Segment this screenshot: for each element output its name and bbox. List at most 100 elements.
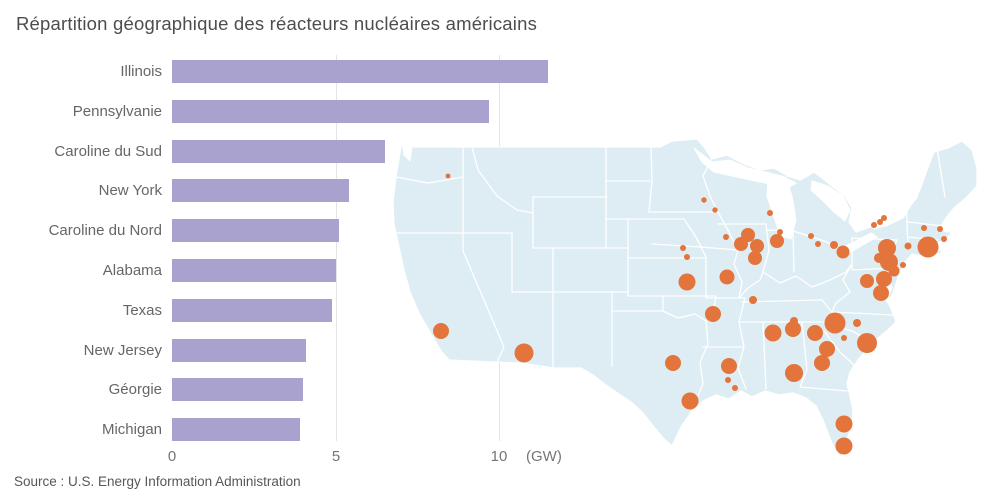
lake-superior <box>693 147 798 189</box>
state-border <box>762 321 767 390</box>
reactor-dot <box>877 219 883 225</box>
bar-texas <box>172 299 333 322</box>
chart-title: Répartition géographique des réacteurs n… <box>16 13 538 34</box>
state-border <box>697 320 709 397</box>
state-border <box>762 223 770 273</box>
lake-michigan <box>766 176 797 240</box>
state-border <box>471 146 534 214</box>
state-border <box>683 218 707 258</box>
reactor-dot <box>681 392 699 410</box>
reactor-dot <box>857 333 877 353</box>
reactor-dot <box>750 239 764 253</box>
bar-alabama <box>172 259 336 282</box>
reactor-dot <box>665 355 681 371</box>
reactor-dot <box>721 358 737 374</box>
reactor-dot <box>807 325 823 341</box>
reactor-dot <box>723 234 729 240</box>
state-border <box>792 230 795 273</box>
reactor-dot <box>874 253 884 263</box>
reactor-dot <box>684 254 690 260</box>
bar-michigan <box>172 418 300 441</box>
state-border <box>711 295 717 322</box>
reactor-dot <box>860 274 874 288</box>
state-border <box>831 311 894 316</box>
state-border <box>792 230 840 250</box>
state-border <box>702 157 719 213</box>
us-landmass <box>392 138 978 458</box>
bar-label-texas: Texas <box>122 302 162 319</box>
state-border <box>738 297 746 348</box>
tick-label-5: 5 <box>331 448 341 465</box>
reactor-dot <box>876 271 892 287</box>
reactor-dot <box>749 296 757 304</box>
bar-label-alabama: Alabama <box>102 262 162 279</box>
state-border <box>905 195 909 250</box>
reactor-dot <box>917 236 939 258</box>
state-borders <box>392 146 946 397</box>
reactor-dots <box>433 173 947 455</box>
state-border <box>891 239 899 269</box>
reactor-dot <box>514 343 534 363</box>
reactor-dot <box>705 306 721 322</box>
state-border <box>831 263 853 313</box>
state-border <box>907 236 939 241</box>
reactor-dot <box>880 253 898 271</box>
lake-huron <box>810 180 851 222</box>
reactor-dot <box>734 237 748 251</box>
reactor-dot <box>785 321 801 337</box>
reactor-dot <box>815 241 821 247</box>
axis-unit-label: (GW) <box>526 448 562 465</box>
reactor-dot <box>814 355 830 371</box>
reactor-dot <box>767 210 773 216</box>
reactor-dot <box>680 245 686 251</box>
reactor-dot <box>873 285 889 301</box>
puget-sound <box>402 146 413 163</box>
reactor-dot <box>445 173 451 179</box>
state-border <box>733 249 743 299</box>
bar-label-caroline-du-nord: Caroline du Nord <box>48 222 162 239</box>
reactor-dot <box>678 273 696 291</box>
reactor-dot <box>725 377 731 383</box>
bar-new-york <box>172 179 349 202</box>
state-border <box>741 299 823 303</box>
reactor-dot <box>701 197 707 203</box>
reactor-dot <box>790 317 798 325</box>
state-border <box>611 295 664 312</box>
state-border <box>762 263 853 288</box>
lake-erie <box>838 232 878 256</box>
reactor-dot <box>808 233 814 239</box>
reactor-dot <box>871 222 877 228</box>
bar-label-caroline-du-sud: Caroline du Sud <box>54 143 162 160</box>
reactor-dot <box>748 251 762 265</box>
state-border <box>916 151 920 199</box>
state-border <box>907 221 945 227</box>
reactor-dot <box>712 207 718 213</box>
bar-label-new-jersey: New Jersey <box>83 342 162 359</box>
us-outline <box>392 138 978 458</box>
bar-label-pennsylvanie: Pennsylvanie <box>72 103 162 120</box>
bar-illinois <box>172 60 549 83</box>
reactor-dot <box>841 335 847 341</box>
reactor-dot <box>836 245 850 259</box>
lake-ontario <box>868 212 902 230</box>
state-border <box>738 271 764 299</box>
state-border <box>832 325 869 341</box>
bar-label-g-orgie: Géorgie <box>108 381 162 398</box>
reactor-dot <box>881 215 887 221</box>
reactor-dot <box>732 385 738 391</box>
bar-label-michigan: Michigan <box>101 421 162 438</box>
reactor-dot <box>878 239 896 257</box>
bar-caroline-du-sud <box>172 140 385 163</box>
state-border <box>823 330 856 367</box>
state-border <box>717 211 739 251</box>
state-border <box>851 267 893 271</box>
reactor-dot <box>770 234 784 248</box>
reactor-dot <box>830 241 838 249</box>
reactor-dot <box>719 269 735 285</box>
bar-label-illinois: Illinois <box>120 63 162 80</box>
reactor-dot <box>433 323 449 339</box>
gridline-5 <box>336 55 337 441</box>
bar-caroline-du-nord <box>172 219 339 242</box>
state-border <box>737 346 747 390</box>
